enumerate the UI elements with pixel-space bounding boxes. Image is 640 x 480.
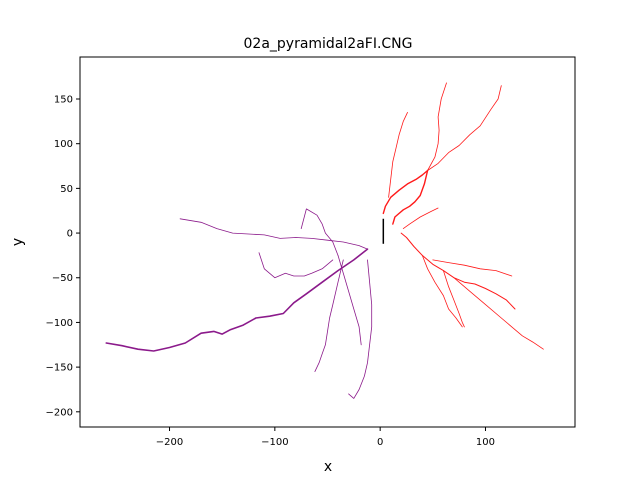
y-tick-label: −150 <box>46 363 73 374</box>
dendrite-branch-15 <box>442 270 465 328</box>
y-tick-label: −50 <box>52 273 73 284</box>
x-tick-label: −100 <box>261 437 288 448</box>
x-tick-label: 0 <box>377 437 383 448</box>
x-axis-label: x <box>324 459 332 475</box>
y-axis-label: y <box>10 238 26 246</box>
axon-branch-4 <box>258 252 334 279</box>
plot-area <box>105 82 544 399</box>
dendrite-branch-7 <box>382 169 429 215</box>
x-tick-label: −200 <box>156 437 183 448</box>
axon-branch-0 <box>105 248 369 352</box>
axon-branch-1 <box>179 218 368 250</box>
dendrite-branch-12 <box>402 207 439 230</box>
axon-branch-3 <box>337 254 362 346</box>
y-tick-label: 50 <box>60 184 73 195</box>
dendrite-branch-17 <box>453 277 544 350</box>
axon-branch-5 <box>314 259 344 373</box>
chart-title: 02a_pyramidal2aFI.CNG <box>244 36 413 52</box>
axes-frame <box>79 56 576 428</box>
x-axis: −200 −100 0 100 <box>156 427 495 448</box>
dendrite-branch-8 <box>427 82 447 171</box>
dendrite-branch-16 <box>421 254 463 328</box>
dendrite-branch-11 <box>392 169 429 225</box>
axon-branch-2 <box>300 208 339 256</box>
axon-branch-6 <box>348 259 373 399</box>
y-tick-label: 150 <box>54 95 73 106</box>
dendrite-branch-10 <box>427 85 502 171</box>
dendrite-branch-9 <box>388 112 408 198</box>
y-tick-label: 0 <box>67 229 73 240</box>
y-tick-label: −200 <box>46 407 73 418</box>
dendrite-branch-14 <box>432 259 513 277</box>
y-tick-label: 100 <box>54 139 73 150</box>
x-tick-label: 100 <box>476 437 495 448</box>
y-tick-label: −100 <box>46 318 73 329</box>
y-axis: −200 −150 −100 −50 0 50 100 150 <box>46 95 80 418</box>
